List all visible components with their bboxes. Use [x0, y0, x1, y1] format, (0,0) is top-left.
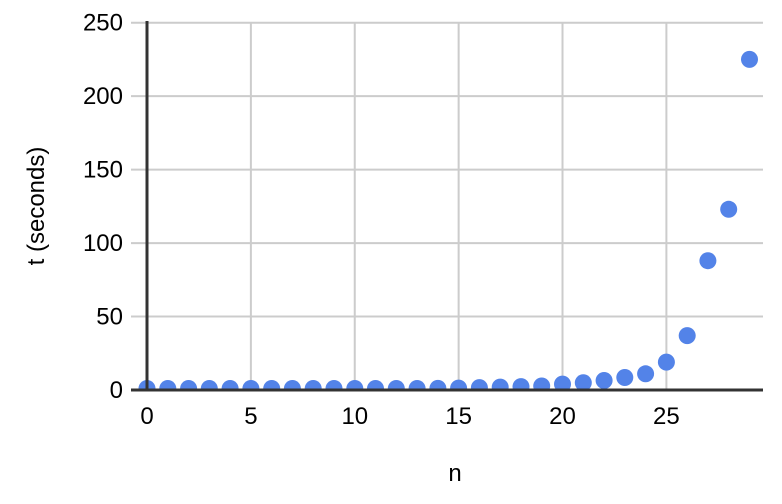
data-point: [159, 380, 177, 390]
data-point: [283, 380, 301, 390]
data-point: [512, 378, 530, 390]
data-point: [263, 380, 281, 390]
x-axis-title: n: [448, 460, 461, 487]
data-point: [699, 252, 717, 270]
data-point: [242, 380, 260, 390]
data-point: [574, 374, 592, 390]
data-point: [180, 380, 198, 390]
data-point: [450, 379, 468, 390]
data-point: [595, 372, 613, 389]
axis-tick-labels: 0 50 100 150 200 250 0 5 10 15 20 25: [83, 10, 680, 430]
data-point: [221, 380, 239, 390]
data-point: [367, 380, 384, 390]
data-point: [741, 50, 758, 68]
y-tick-label: 150: [83, 157, 123, 184]
x-tick-label: 0: [140, 403, 153, 430]
data-point: [346, 380, 364, 390]
y-tick-label: 50: [96, 304, 123, 331]
data-point: [325, 380, 343, 390]
data-point: [657, 353, 675, 371]
gridlines: [131, 21, 763, 390]
data-point: [387, 380, 405, 390]
y-tick-label: 250: [83, 10, 123, 37]
y-tick-label: 0: [110, 377, 123, 404]
x-tick-label: 15: [445, 403, 472, 430]
data-point: [200, 380, 218, 390]
y-axis-title: t (seconds): [23, 147, 50, 266]
data-point: [304, 380, 322, 390]
data-point: [554, 375, 571, 390]
x-tick-label: 10: [341, 403, 368, 430]
x-tick-label: 25: [653, 403, 680, 430]
y-tick-label: 100: [83, 230, 123, 257]
y-tick-label: 200: [83, 83, 123, 110]
data-point: [491, 378, 509, 390]
data-point: [533, 377, 551, 390]
data-point: [429, 379, 447, 390]
data-point: [616, 369, 634, 386]
x-tick-label: 20: [549, 403, 576, 430]
data-point: [720, 200, 738, 218]
data-point: [408, 380, 426, 390]
data-point: [678, 327, 696, 345]
data-point: [470, 379, 488, 390]
data-points: [138, 50, 758, 390]
data-point: [637, 365, 655, 383]
x-tick-label: 5: [244, 403, 257, 430]
